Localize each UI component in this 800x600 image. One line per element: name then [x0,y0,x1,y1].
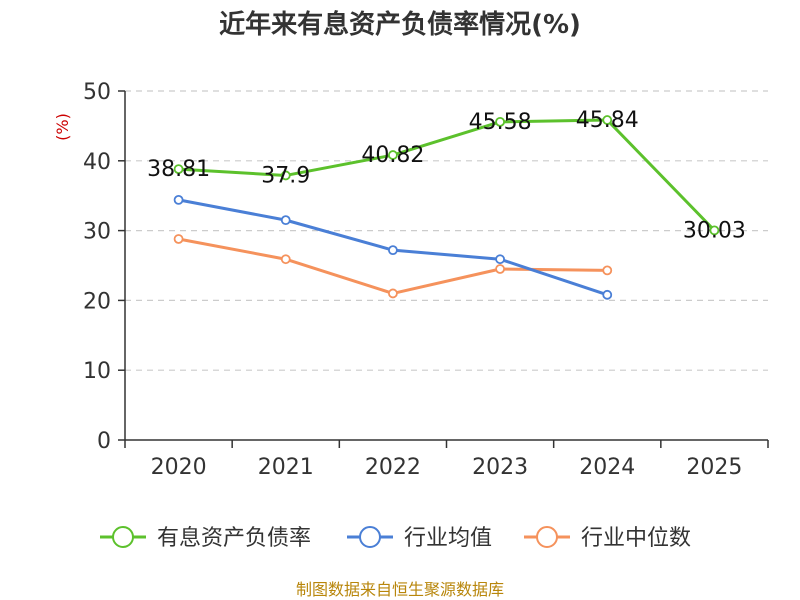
x-tick-label-2025: 2025 [686,455,742,480]
data-point-0-3 [495,116,505,127]
data-label-0: 38.81 [147,157,210,182]
data-point-1-1 [280,215,291,226]
legend-marker-1 [359,526,381,548]
y-tick-label-20: 20 [83,289,111,314]
y-tick-label-0: 0 [97,429,111,454]
data-labels: 38.81 37.9 40.82 45.58 45.84 30.03 [147,108,746,243]
data-point-2-4 [602,265,613,276]
data-point-0-0 [173,164,184,175]
axes: 0 10 20 30 40 50 2020 2021 2022 2023 2024 2025 [83,80,769,480]
data-point-1-4 [602,289,613,300]
data-point-2-3 [495,264,505,274]
data-label-3: 45.58 [469,110,532,135]
y-axis-unit: (%) [53,113,72,141]
y-tick-label-30: 30 [83,220,111,245]
grid-lines [125,90,768,371]
data-point-1-0 [173,194,184,205]
chart-title: 近年来有息资产负债率情况(%) [219,9,581,40]
x-tick-label-2022: 2022 [365,455,421,480]
data-label-1: 37.9 [261,163,310,188]
data-point-2-1 [280,254,291,265]
series-layer [173,115,720,300]
data-label-2: 40.82 [361,143,424,168]
data-point-1-3 [495,254,505,265]
data-label-5: 30.03 [683,218,746,243]
data-point-2-0 [173,234,184,244]
data-point-0-1 [280,170,291,181]
data-point-0-2 [388,150,398,160]
y-tick-label-40: 40 [83,150,111,175]
series-line-0 [178,118,716,232]
data-point-2-2 [388,288,398,299]
data-point-0-5 [709,225,720,236]
legend-label-2: 行业中位数 [581,526,691,551]
data-label-4: 45.84 [576,108,639,133]
legend-marker-2 [536,526,558,548]
x-tick-label-2020: 2020 [151,455,207,480]
legend-label-1: 行业均值 [404,526,492,551]
data-point-0-4 [602,115,613,125]
x-tick-label-2021: 2021 [258,455,314,480]
legend-label-0: 有息资产负债率 [157,526,311,551]
x-tick-label-2024: 2024 [579,455,635,480]
y-tick-label-50: 50 [83,80,111,105]
legend-marker-0 [112,526,134,548]
legend: 有息资产负债率 行业均值 行业中位数 [100,526,691,551]
source-note: 制图数据来自恒生聚源数据库 [296,580,504,599]
x-tick-label-2023: 2023 [472,455,528,480]
y-tick-label-10: 10 [83,359,111,384]
data-point-1-2 [388,245,398,256]
